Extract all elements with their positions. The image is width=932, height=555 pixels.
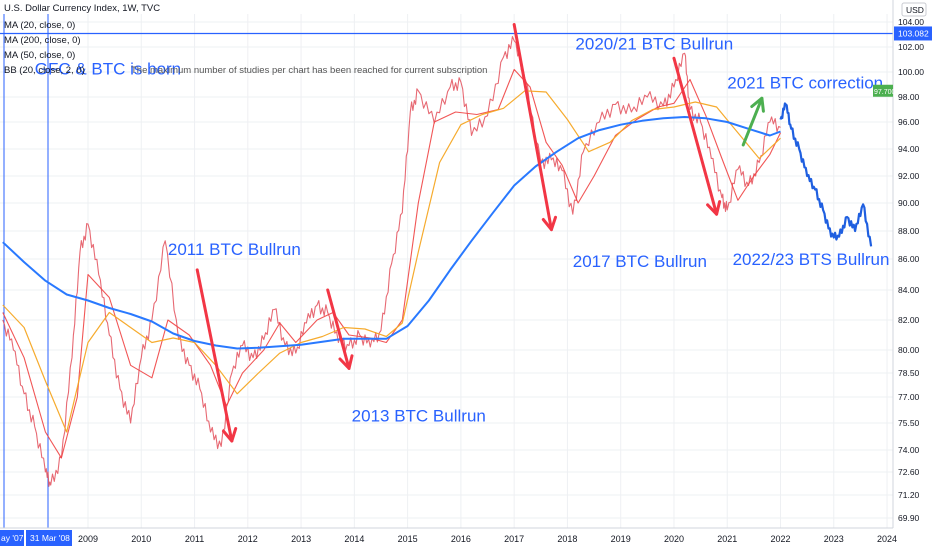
series-line-ma20 <box>2 68 781 459</box>
y-tick-label: 88.00 <box>898 226 920 236</box>
y-tick-label: 104.00 <box>898 17 924 27</box>
y-tick-label: 86.00 <box>898 254 920 264</box>
annotation-label-4: 2020/21 BTC Bullrun <box>575 35 733 54</box>
series-line-projection <box>779 102 873 247</box>
x-tick-label: 2018 <box>557 534 577 544</box>
indicator-bb[interactable]: BB (20, close, 2, 0) <box>4 65 85 76</box>
x-tick-label: 2020 <box>664 534 684 544</box>
y-tick-label: 102.00 <box>898 42 924 52</box>
y-tick-label: 98.00 <box>898 92 920 102</box>
x-cursor-tag <box>26 530 72 546</box>
arrowhead-down-2 <box>541 215 557 232</box>
annotation-label-2: 2013 BTC Bullrun <box>352 406 486 425</box>
x-tick-label: 2009 <box>78 534 98 544</box>
annotations-layer: GFC & BTC is born 2011 BTC Bullrun 2013 BT… <box>35 35 890 426</box>
arrow-down-1 <box>326 288 351 370</box>
arrow-down-3 <box>672 56 719 216</box>
studies-limit-warning: The maximum number of studies per chart … <box>131 65 488 76</box>
currency-box[interactable] <box>901 2 927 17</box>
y-tick-label: 90.00 <box>898 198 920 208</box>
annotation-label-5: 2021 BTC correction <box>727 73 883 92</box>
annotation-label-3: 2017 BTC Bullrun <box>573 252 707 271</box>
x-tick-label: 2013 <box>291 534 311 544</box>
x-start-tag <box>0 530 24 546</box>
x-tick-label: 2012 <box>238 534 258 544</box>
series-line-ma50 <box>2 90 781 433</box>
series-line-ma200 <box>2 116 781 350</box>
y-tick-label: 94.00 <box>898 144 920 154</box>
y-tick-label: 77.00 <box>898 392 920 402</box>
x-start-label: ay '07 <box>1 533 24 543</box>
arrow-up-4 <box>741 96 764 147</box>
x-tick-label: 2016 <box>451 534 471 544</box>
last-value-tag-label: 97.700 <box>874 89 896 96</box>
series-line-price <box>2 36 781 487</box>
currency-label: USD <box>906 5 924 15</box>
series-layer <box>2 36 873 487</box>
y-tick-label: 100.00 <box>898 67 924 77</box>
x-tick-label: 2024 <box>877 534 897 544</box>
indicator-ma50[interactable]: MA (50, close, 0) <box>4 50 76 61</box>
y-tick-label: 84.00 <box>898 285 920 295</box>
x-tick-label: 2014 <box>344 534 364 544</box>
arrows-layer <box>195 23 765 443</box>
x-tick-label: 2019 <box>611 534 631 544</box>
y-tick-label: 92.00 <box>898 171 920 181</box>
arrowhead-down-1 <box>338 354 354 370</box>
y-tick-label: 78.50 <box>898 368 920 378</box>
arrowhead-up-4 <box>750 96 765 113</box>
x-tick-label: 2017 <box>504 534 524 544</box>
arrow-down-2 <box>512 23 553 232</box>
annotation-label-1: 2011 BTC Bullrun <box>168 240 301 259</box>
last-value-tag <box>873 84 893 97</box>
x-cursor-label: 31 Mar '08 <box>30 533 70 543</box>
arrow-down-0 <box>195 268 234 443</box>
chart-title: U.S. Dollar Currency Index, 1W, TVC <box>4 3 161 14</box>
y-axis-panel[interactable] <box>893 0 932 550</box>
indicator-ma20[interactable]: MA (20, close, 0) <box>4 20 76 31</box>
x-axis-panel[interactable] <box>0 528 893 550</box>
y-tick-label: 96.00 <box>898 117 920 127</box>
indicator-ma200[interactable]: MA (200, close, 0) <box>4 35 81 46</box>
y-tick-label: 71.20 <box>898 490 920 500</box>
x-tick-label: 2023 <box>824 534 844 544</box>
arrowhead-down-0 <box>222 427 238 443</box>
y-tick-label: 69.90 <box>898 513 920 523</box>
annotation-label-0: GFC & BTC is born <box>35 60 181 79</box>
y-tick-label: 74.00 <box>898 445 920 455</box>
x-tick-label: 2021 <box>717 534 737 544</box>
x-tick-label: 2022 <box>770 534 790 544</box>
y-tick-label: 72.60 <box>898 467 920 477</box>
annotation-label-6: 2022/23 BTS Bullrun <box>733 250 890 269</box>
y-tick-label: 80.00 <box>898 345 920 355</box>
price-tag <box>894 26 932 41</box>
x-tick-label: 2011 <box>185 534 204 544</box>
arrowhead-down-3 <box>706 200 722 216</box>
price-tag-label: 103.082 <box>898 28 929 38</box>
y-tick-label: 75.50 <box>898 418 920 428</box>
y-tick-label: 82.00 <box>898 315 920 325</box>
x-tick-label: 2010 <box>131 534 151 544</box>
x-tick-label: 2015 <box>398 534 418 544</box>
